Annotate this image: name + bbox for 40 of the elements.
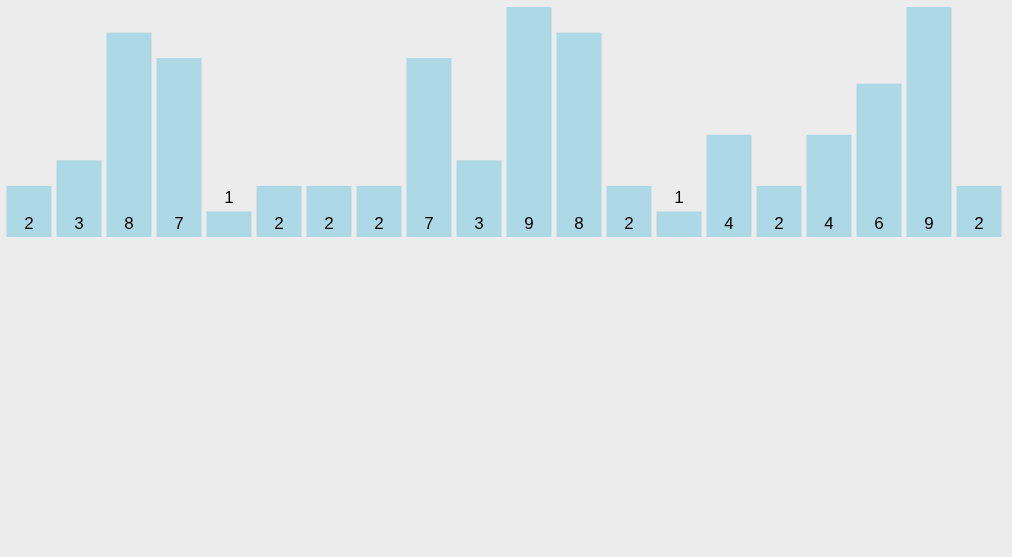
data-label: 8: [124, 214, 134, 233]
data-label: 9: [924, 214, 934, 233]
bar: [256, 185, 302, 237]
bar: [206, 211, 252, 237]
data-label: 1: [674, 188, 684, 208]
bar: [456, 160, 502, 237]
data-label: 7: [174, 214, 184, 233]
bar: [956, 185, 1002, 237]
data-label: 3: [474, 214, 484, 233]
bar: [106, 32, 152, 237]
data-label: 8: [574, 214, 584, 233]
data-label: 7: [424, 214, 434, 233]
bar: [506, 7, 552, 237]
bar: [6, 185, 52, 237]
bar: [906, 7, 952, 237]
bar: [706, 134, 752, 237]
data-label: 2: [324, 214, 334, 233]
bar: [306, 185, 352, 237]
data-label: 9: [524, 214, 534, 233]
data-label: 2: [24, 214, 34, 233]
bar: [406, 58, 452, 237]
bar: [606, 185, 652, 237]
bar: [356, 185, 402, 237]
bar: [656, 211, 702, 237]
bar: [856, 83, 902, 237]
bar: [756, 185, 802, 237]
data-label: 2: [624, 214, 634, 233]
data-label: 2: [374, 214, 384, 233]
bar: [556, 32, 602, 237]
data-label: 6: [874, 214, 884, 233]
bar: [806, 134, 852, 237]
data-label: 4: [724, 214, 734, 233]
data-label: 1: [224, 188, 234, 208]
data-label: 3: [74, 214, 84, 233]
data-label: 4: [824, 214, 834, 233]
data-label: 2: [774, 214, 784, 233]
data-label: 2: [274, 214, 284, 233]
bar: [56, 160, 102, 237]
bar: [156, 58, 202, 237]
data-label: 2: [974, 214, 984, 233]
